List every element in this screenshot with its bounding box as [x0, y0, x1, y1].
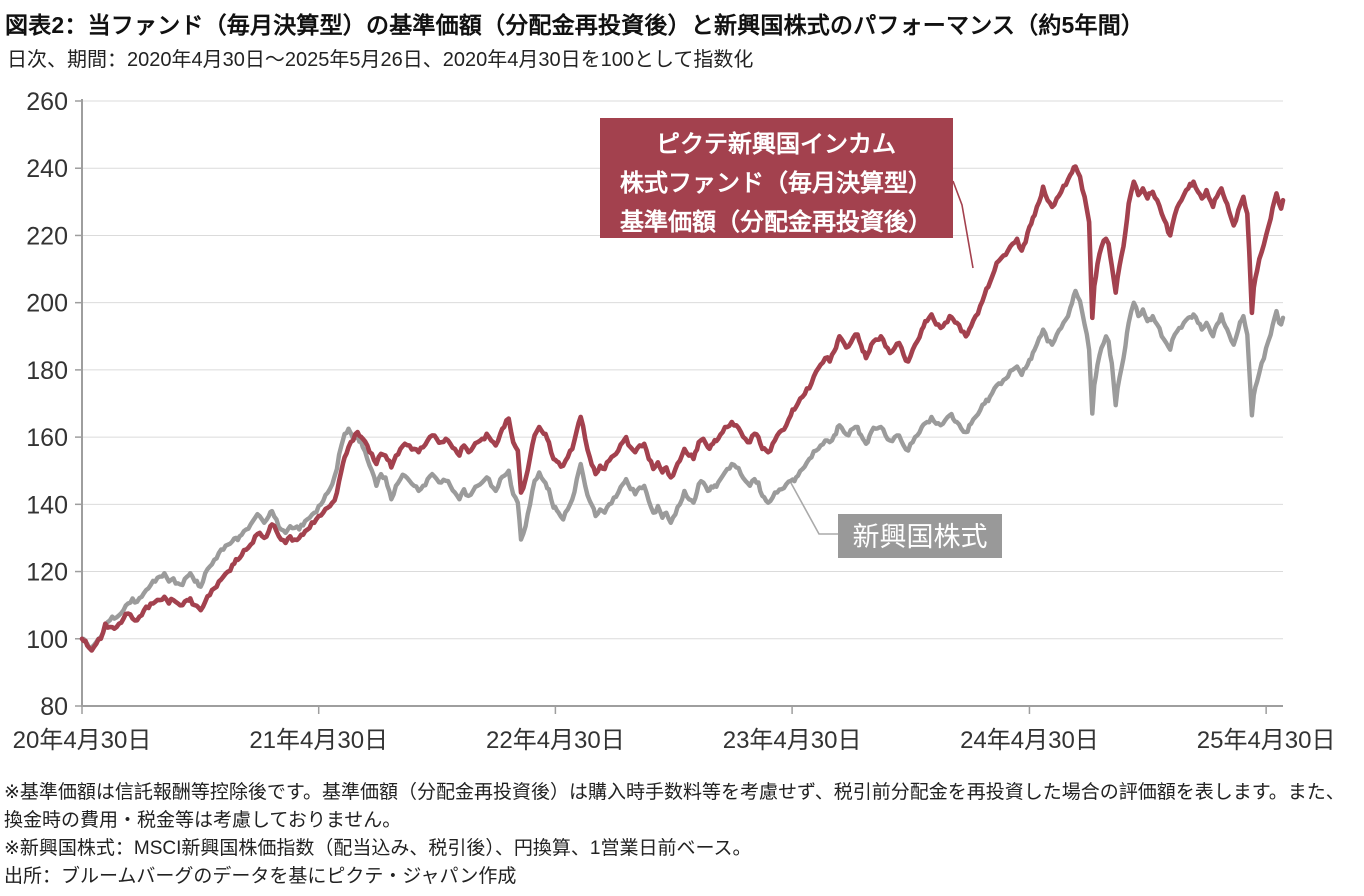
- footnote-source: 出所：ブルームバーグのデータを基にピクテ・ジャパン作成: [4, 866, 517, 888]
- fund-label-box: [600, 118, 953, 238]
- index-label-text: 新興国株式: [853, 522, 988, 552]
- fund-line-series: [79, 164, 1286, 653]
- page-title: 図表2：当ファンド（毎月決算型）の基準価額（分配金再投資後）と新興国株式のパフォ…: [5, 12, 1145, 38]
- chart-subtitle: 日次、期間：2020年4月30日～2025年5月26日、2020年4月30日を1…: [7, 49, 754, 71]
- x-tick-label: 23年4月30日: [723, 727, 862, 754]
- index-label-callout: [790, 482, 838, 535]
- index-line-series: [79, 288, 1286, 651]
- y-tick-label: 180: [26, 357, 68, 385]
- x-tick-label: 24年4月30日: [960, 727, 1099, 754]
- x-tick-label: 20年4月30日: [13, 727, 152, 754]
- index-label-box: [838, 514, 1002, 558]
- x-tick-label: 22年4月30日: [486, 727, 625, 754]
- y-tick-label: 260: [26, 88, 68, 116]
- y-tick-label: 140: [26, 491, 68, 519]
- y-tick-label: 100: [26, 626, 68, 654]
- fund-label-text: 基準価額（分配金再投資後）: [620, 208, 932, 236]
- fund-label-callout: [952, 180, 974, 269]
- fund-label-text: ピクテ新興国インカム: [656, 130, 896, 158]
- y-tick-label: 240: [26, 155, 68, 183]
- x-tick-label: 21年4月30日: [249, 727, 388, 754]
- fund-label-text: 株式ファンド（毎月決算型）: [620, 169, 932, 197]
- y-tick-label: 160: [26, 424, 68, 452]
- y-tick-label: 80: [40, 693, 68, 721]
- footnotes: ※基準価額は信託報酬等控除後です。基準価額（分配金再投資後）は購入時手数料等を考…: [4, 779, 1362, 891]
- performance-line-chart: 80 100 120 140 160 180 200 220 240 260 20年4月30日 21年…: [13, 88, 1336, 754]
- y-tick-label: 200: [26, 290, 68, 318]
- x-tick-label: 25年4月30日: [1197, 727, 1336, 754]
- footnote-nav: ※基準価額は信託報酬等控除後です。基準価額（分配金再投資後）は購入時手数料等を考…: [4, 782, 1345, 832]
- footnote-index-definition: ※新興国株式：MSCI新興国株価指数（配当込み、税引後）、円換算、1営業日前ベー…: [4, 838, 752, 860]
- y-tick-label: 220: [26, 222, 68, 250]
- y-tick-label: 120: [26, 559, 68, 587]
